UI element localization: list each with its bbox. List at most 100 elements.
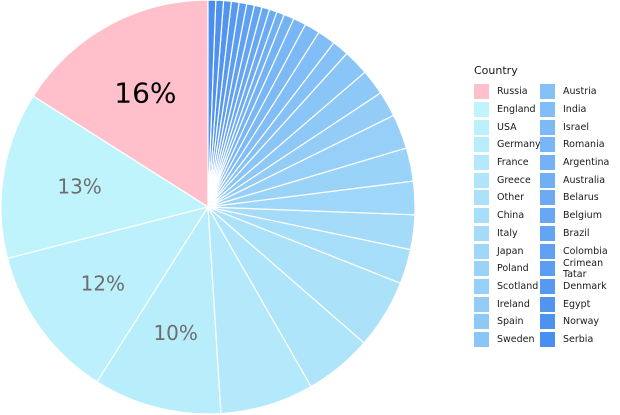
legend-label: Poland: [497, 263, 529, 275]
legend-label: Germany: [497, 139, 541, 151]
legend-item: Japan: [474, 242, 540, 260]
pie-chart: 16% 13% 12% 10%: [0, 0, 416, 415]
legend-item: Australia: [540, 171, 606, 189]
legend-label: Italy: [497, 227, 518, 239]
legend-item: Argentina: [540, 154, 610, 172]
data-label: 10%: [153, 321, 197, 345]
legend-key: [474, 137, 489, 153]
legend-key: [540, 119, 555, 135]
legend-label: India: [563, 104, 587, 116]
legend-item: Brazil: [540, 225, 606, 243]
legend-label: Japan: [497, 245, 524, 257]
legend-label: Denmark: [563, 280, 607, 292]
legend-item: Germany: [474, 136, 541, 154]
legend-item: Greece: [474, 171, 540, 189]
legend-key: [474, 261, 489, 277]
pie-slice-germany: [96, 205, 222, 415]
legend-label: France: [497, 157, 529, 169]
legend-item: Russia: [474, 83, 540, 101]
legend-key: [474, 314, 489, 330]
legend-key: [540, 331, 555, 347]
legend-label: Austria: [563, 86, 597, 98]
legend-item: Denmark: [540, 278, 607, 296]
legend-item: Spain: [474, 313, 540, 331]
legend-key: [474, 190, 489, 206]
legend-label: USA: [497, 121, 517, 133]
legend-item: Sweden: [474, 331, 540, 349]
legend-key: [474, 278, 489, 294]
legend-label: Sweden: [497, 333, 535, 345]
legend-label: Scotland: [497, 280, 539, 292]
legend-label: Belgium: [563, 210, 602, 222]
legend-label: Other: [497, 192, 524, 204]
legend-item: Belarus: [540, 189, 606, 207]
legend-label: Russia: [497, 86, 528, 98]
legend-label: Belarus: [563, 192, 599, 204]
legend-key: [474, 208, 489, 224]
legend-item: Crimean Tatar: [540, 257, 606, 280]
legend-key: [540, 172, 555, 188]
legend-key: [540, 137, 555, 153]
legend-label: Spain: [497, 316, 524, 328]
legend-item: USA: [474, 118, 540, 136]
legend-item: Austria: [540, 83, 606, 101]
pie-slice-england: [0, 95, 210, 260]
legend-item: Ireland: [474, 295, 540, 313]
data-label: 13%: [57, 175, 101, 199]
legend-label: Crimean Tatar: [563, 257, 604, 280]
pie-slice-serbia: [207, 0, 217, 208]
legend-label: Greece: [497, 174, 531, 186]
legend-key: [540, 314, 555, 330]
legend-item: China: [474, 207, 540, 225]
data-label: 16%: [114, 77, 176, 110]
legend-key: [540, 102, 555, 118]
legend-item: Serbia: [540, 331, 606, 349]
legend-label: Colombia: [563, 245, 608, 257]
pie-slice-russia: [32, 0, 209, 209]
legend-label: England: [497, 104, 536, 116]
legend-key: [540, 225, 555, 241]
legend-label: Serbia: [563, 333, 594, 345]
legend-key: [474, 119, 489, 135]
legend-item: India: [540, 101, 606, 119]
legend-key: [474, 84, 489, 100]
legend-key: [474, 172, 489, 188]
legend-item: Egypt: [540, 295, 606, 313]
legend-key: [540, 296, 555, 312]
pie-slice-usa: [6, 206, 210, 383]
legend-key: [474, 243, 489, 259]
data-label: 12%: [81, 271, 125, 295]
legend-item: Romania: [540, 136, 606, 154]
legend-key: [474, 331, 489, 347]
legend-label: Norway: [563, 316, 600, 328]
legend-item: Norway: [540, 313, 606, 331]
legend-key: [540, 261, 555, 277]
legend-item: Belgium: [540, 207, 606, 225]
legend-label: Romania: [563, 139, 605, 151]
legend-label: Argentina: [563, 157, 610, 169]
legend-label: Ireland: [497, 298, 530, 310]
legend-key: [474, 155, 489, 171]
legend-label: Australia: [563, 174, 606, 186]
legend-item: Italy: [474, 225, 540, 243]
legend: Country Russia England USA Germany France Gre…: [474, 64, 610, 349]
legend-label: China: [497, 210, 525, 222]
legend-key: [540, 84, 555, 100]
legend-item: Colombia: [540, 242, 608, 260]
legend-key: [540, 278, 555, 294]
legend-key: [474, 102, 489, 118]
legend-label: Egypt: [563, 298, 591, 310]
legend-item: England: [474, 101, 540, 119]
legend-key: [540, 155, 555, 171]
legend-key: [540, 243, 555, 259]
legend-item: Scotland: [474, 278, 540, 296]
legend-key: [540, 208, 555, 224]
legend-label: Brazil: [563, 227, 590, 239]
legend-key: [474, 225, 489, 241]
legend-title: Country: [474, 64, 518, 77]
legend-key: [540, 190, 555, 206]
legend-label: Israel: [563, 121, 589, 133]
legend-item: France: [474, 154, 540, 172]
legend-item: Other: [474, 189, 540, 207]
legend-item: Israel: [540, 118, 606, 136]
